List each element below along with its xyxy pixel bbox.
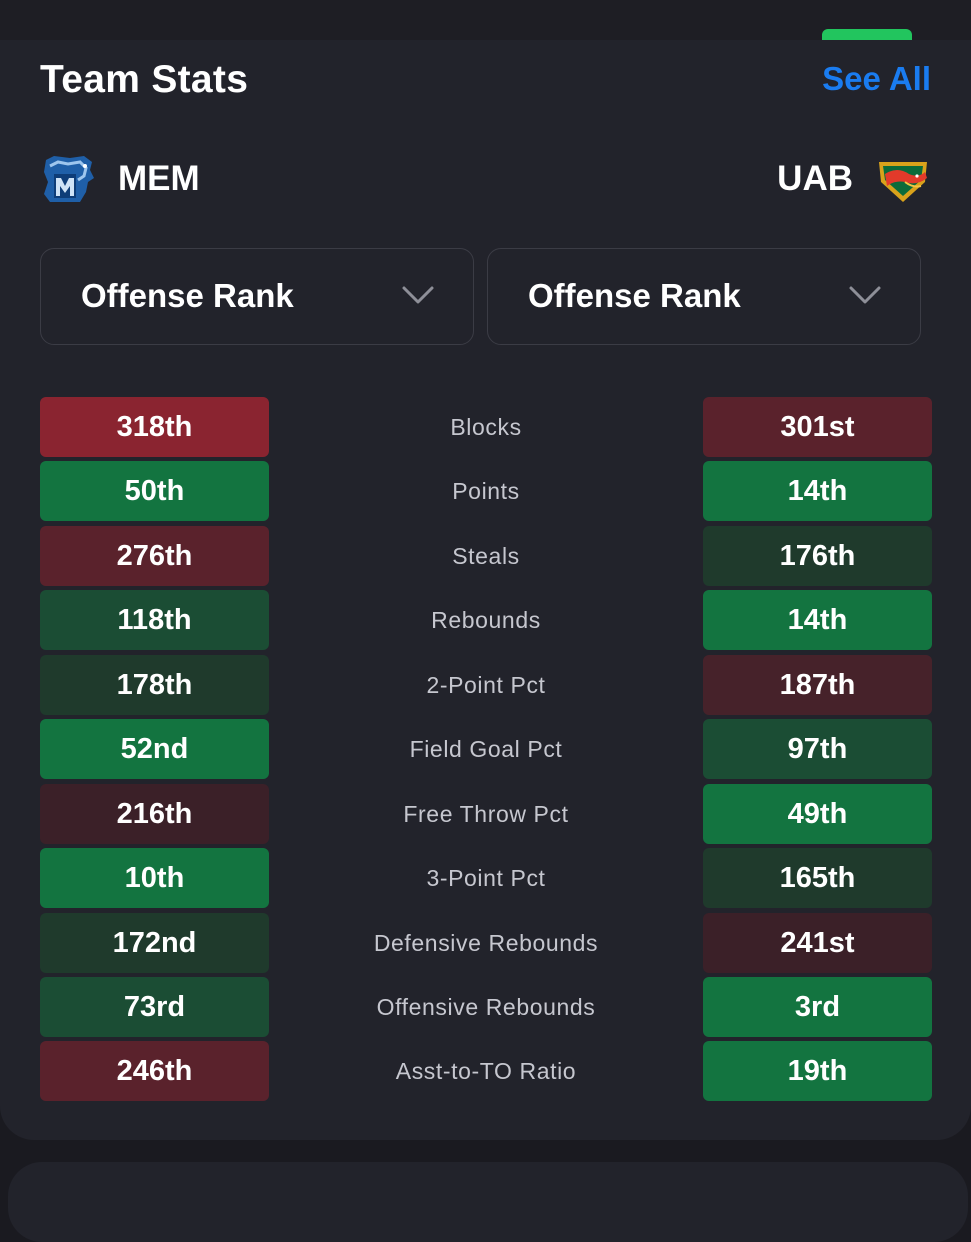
section-title: Team Stats — [40, 58, 249, 101]
active-tab-indicator — [822, 29, 912, 41]
uab-blazers-dragon-logo-icon — [879, 162, 927, 202]
left-rank-badge: 178th — [40, 655, 269, 715]
stat-row-rebounds: 118th Rebounds 14th — [40, 590, 932, 650]
team-left-abbr: MEM — [118, 159, 200, 198]
stat-label: Defensive Rebounds — [373, 929, 599, 956]
left-rank-badge: 73rd — [40, 977, 269, 1037]
next-card — [8, 1162, 968, 1242]
stat-row-3-point-pct: 10th 3-Point Pct 165th — [40, 848, 932, 908]
left-rank-badge: 10th — [40, 848, 269, 908]
right-rank-badge: 49th — [703, 784, 932, 844]
right-rank-badge: 14th — [703, 461, 932, 521]
right-rank-badge: 187th — [703, 655, 932, 715]
see-all-link[interactable]: See All — [822, 60, 931, 97]
left-rank-badge: 172nd — [40, 913, 269, 973]
right-dropdown-value: Offense Rank — [528, 277, 741, 314]
stat-label: 2-Point Pct — [426, 671, 546, 698]
stat-label: Offensive Rebounds — [376, 993, 596, 1020]
left-rank-badge: 246th — [40, 1041, 269, 1101]
right-rank-badge: 241st — [703, 913, 932, 973]
left-rank-badge: 52nd — [40, 719, 269, 779]
stat-row-free-throw-pct: 216th Free Throw Pct 49th — [40, 784, 932, 844]
left-rank-badge: 118th — [40, 590, 269, 650]
stat-label: 3-Point Pct — [426, 864, 546, 891]
stat-label: Free Throw Pct — [403, 800, 569, 827]
stat-row-field-goal-pct: 52nd Field Goal Pct 97th — [40, 719, 932, 779]
stat-row-defensive-rebounds: 172nd Defensive Rebounds 241st — [40, 913, 932, 973]
stat-label: Steals — [452, 542, 520, 569]
memphis-tiger-logo-icon — [44, 156, 94, 202]
stat-label: Rebounds — [431, 606, 541, 633]
stat-row-blocks: 318th Blocks 301st — [40, 397, 932, 457]
chevron-down-icon — [402, 286, 434, 304]
right-rank-badge: 3rd — [703, 977, 932, 1037]
team-right-abbr: UAB — [777, 159, 853, 198]
right-rank-badge: 97th — [703, 719, 932, 779]
left-stat-category-dropdown[interactable]: Offense Rank — [40, 248, 474, 345]
stat-row-points: 50th Points 14th — [40, 461, 932, 521]
left-rank-badge: 276th — [40, 526, 269, 586]
right-rank-badge: 165th — [703, 848, 932, 908]
stat-label: Blocks — [450, 413, 522, 440]
left-rank-badge: 318th — [40, 397, 269, 457]
left-dropdown-value: Offense Rank — [81, 277, 294, 314]
stat-label: Asst-to-TO Ratio — [395, 1057, 577, 1084]
stat-row-steals: 276th Steals 176th — [40, 526, 932, 586]
stat-row-asst-to-to-ratio: 246th Asst-to-TO Ratio 19th — [40, 1041, 932, 1101]
right-stat-category-dropdown[interactable]: Offense Rank — [487, 248, 921, 345]
right-rank-badge: 301st — [703, 397, 932, 457]
left-rank-badge: 50th — [40, 461, 269, 521]
team-right: UAB — [777, 152, 931, 206]
stat-label: Points — [452, 477, 520, 504]
chevron-down-icon — [849, 286, 881, 304]
left-rank-badge: 216th — [40, 784, 269, 844]
right-rank-badge: 176th — [703, 526, 932, 586]
right-rank-badge: 19th — [703, 1041, 932, 1101]
stat-label: Field Goal Pct — [409, 735, 563, 762]
stat-row-2-point-pct: 178th 2-Point Pct 187th — [40, 655, 932, 715]
team-left: MEM — [40, 152, 200, 206]
stat-row-offensive-rebounds: 73rd Offensive Rebounds 3rd — [40, 977, 932, 1037]
right-rank-badge: 14th — [703, 590, 932, 650]
